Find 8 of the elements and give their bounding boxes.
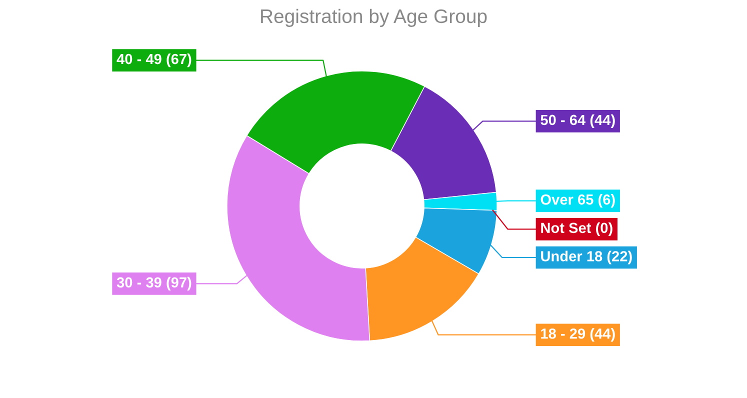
slice-label: 30 - 39 (97) <box>116 276 192 290</box>
slice-label: 50 - 64 (44) <box>540 114 615 128</box>
slice-label: Over 65 (6) <box>540 194 615 208</box>
slice-label: Under 18 (22) <box>541 250 632 264</box>
legend-label: Not Set (0) <box>541 222 612 236</box>
chart-title: Registration by Age Group <box>261 8 487 27</box>
slice-label: 40 - 49 (67) <box>116 53 192 68</box>
slice-label: 18 - 29 (44) <box>541 328 615 342</box>
